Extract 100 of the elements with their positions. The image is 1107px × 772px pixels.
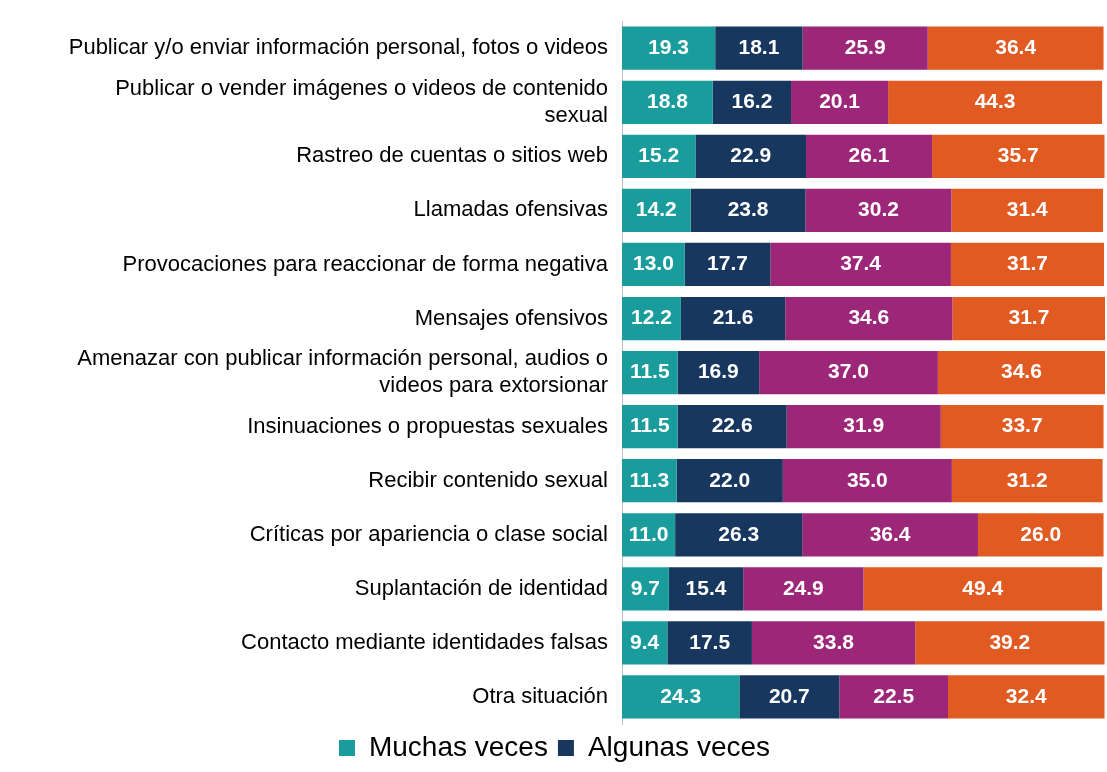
data-label: 22.5 <box>873 683 915 707</box>
bar <box>805 188 952 233</box>
data-label: 33.8 <box>813 629 855 653</box>
data-label: 11.3 <box>629 467 670 491</box>
legend-label: Muchas veces <box>368 730 548 762</box>
bar <box>786 405 941 449</box>
y-tick-label: Contacto mediante identidades falsas <box>241 628 608 654</box>
y-tick-label: Llamadas ofensivas <box>413 196 608 222</box>
data-label: 35.0 <box>846 467 888 491</box>
data-label: 20.1 <box>819 89 861 113</box>
data-label: 31.2 <box>1006 467 1048 491</box>
bar <box>622 675 740 719</box>
y-tick-label: Rastreo de cuentas o sitios web <box>296 142 608 168</box>
data-label: 26.3 <box>718 521 760 545</box>
bar <box>739 675 840 719</box>
data-label: 26.1 <box>848 143 890 167</box>
y-tick-label: Publicar o vender imágenes o videos de contenido sexual <box>115 75 608 127</box>
bar <box>806 134 933 178</box>
bar <box>684 242 771 287</box>
bar <box>940 405 1104 449</box>
data-label: 49.4 <box>962 575 1004 599</box>
y-tick-label: Insinuaciones o propuestas sexuales <box>247 412 608 438</box>
data-label: 18.8 <box>646 89 689 113</box>
data-label: 12.2 <box>631 305 672 329</box>
bar <box>839 675 949 719</box>
y-tick-label: Críticas por apariencia o clase social <box>249 520 608 546</box>
bar <box>770 242 951 287</box>
data-label: 30.2 <box>858 197 899 221</box>
data-label: 23.8 <box>727 197 769 221</box>
bar <box>690 188 806 233</box>
data-label: 20.7 <box>768 683 810 707</box>
data-label: 31.7 <box>1008 305 1050 329</box>
y-tick-label: Otra situación <box>472 683 608 709</box>
data-label: 31.9 <box>843 413 885 437</box>
data-label: 26.0 <box>1020 521 1062 545</box>
data-label: 22.6 <box>711 413 753 437</box>
data-label: 11.5 <box>629 413 670 437</box>
data-label: 36.4 <box>869 521 911 545</box>
data-label: 13.0 <box>632 251 674 275</box>
bar <box>667 621 752 665</box>
bar <box>802 513 978 557</box>
bar <box>802 26 928 70</box>
bar <box>782 459 952 503</box>
data-label: 33.7 <box>1001 413 1043 437</box>
data-label: 31.7 <box>1007 251 1048 275</box>
bar <box>622 26 716 70</box>
y-tick-label: Mensajes ofensivos <box>414 304 608 330</box>
bar <box>932 134 1105 178</box>
bar <box>791 80 889 124</box>
data-label: 9.7 <box>630 575 661 599</box>
data-label: 32.4 <box>1005 683 1048 707</box>
data-label: 44.3 <box>974 89 1016 113</box>
y-tick-label: Suplantación de identidad <box>354 574 608 600</box>
data-label: 39.2 <box>989 629 1031 653</box>
bar <box>950 242 1105 287</box>
data-label: 11.5 <box>629 359 670 383</box>
data-label: 21.6 <box>712 305 754 329</box>
bar <box>712 80 792 124</box>
y-tick-label: Amenazar con publicar información personal, audios o videos para extorsionar <box>77 345 608 397</box>
bar <box>675 513 803 557</box>
data-label: 17.7 <box>707 251 748 275</box>
bar <box>743 567 864 611</box>
data-label: 14.2 <box>635 197 677 221</box>
data-label: 36.4 <box>995 35 1037 59</box>
data-label: 18.1 <box>738 35 780 59</box>
bar <box>863 567 1103 611</box>
data-label: 34.6 <box>848 305 890 329</box>
data-label: 22.9 <box>730 143 772 167</box>
bar <box>695 134 807 178</box>
data-label: 16.9 <box>697 359 739 383</box>
bar <box>951 188 1104 233</box>
y-tick-label: Recibir contenido sexual <box>368 466 608 492</box>
bar <box>677 405 787 449</box>
data-label: 15.4 <box>685 575 727 599</box>
data-label: 37.0 <box>828 359 869 383</box>
y-tick-label: Provocaciones para reaccionar de forma negativa <box>122 250 609 276</box>
legend-label: Algunas veces <box>587 730 771 762</box>
data-label: 16.2 <box>731 89 773 113</box>
data-label: 24.3 <box>660 683 702 707</box>
bar <box>715 26 803 70</box>
data-label: 19.3 <box>648 35 690 59</box>
data-label: 17.5 <box>689 629 731 653</box>
bar <box>937 350 1105 395</box>
bar <box>915 621 1105 665</box>
data-label: 11.0 <box>628 521 669 545</box>
bar <box>622 188 691 233</box>
data-label: 24.9 <box>782 575 824 599</box>
data-label: 9.4 <box>630 629 660 653</box>
data-label: 37.4 <box>840 251 882 275</box>
bar <box>622 80 713 124</box>
bar <box>952 296 1105 341</box>
y-tick-label: Publicar y/o enviar información personal, fotos o videos <box>68 34 608 60</box>
data-label: 35.7 <box>997 143 1039 167</box>
bar <box>759 350 938 395</box>
bar <box>680 296 786 341</box>
data-label: 31.4 <box>1006 197 1048 221</box>
data-label: 25.9 <box>844 35 886 59</box>
bar <box>888 80 1103 124</box>
data-label: 34.6 <box>1001 359 1042 383</box>
data-label: 22.0 <box>709 467 751 491</box>
